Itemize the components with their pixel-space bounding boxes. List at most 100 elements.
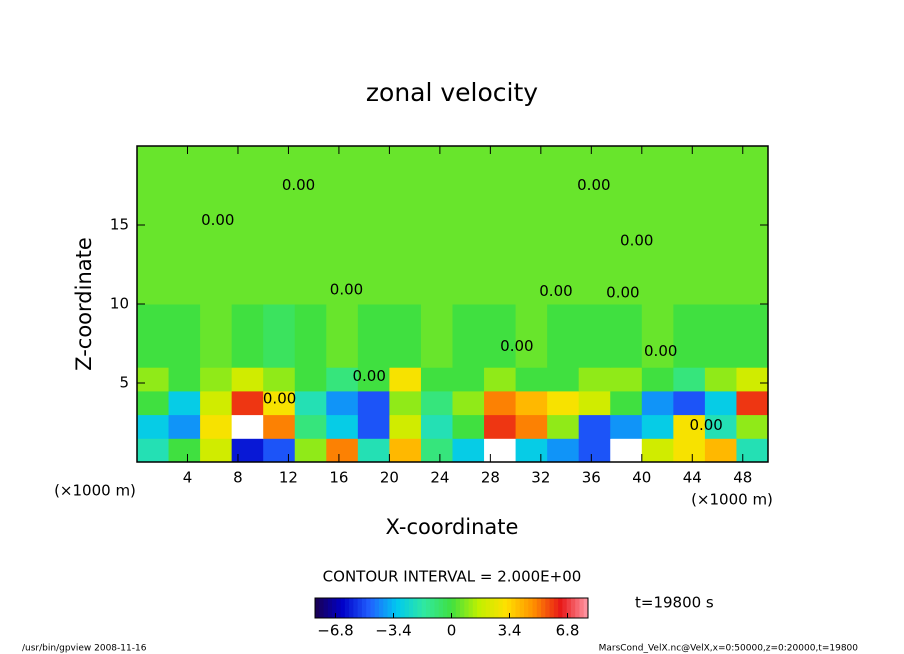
heat-cell <box>547 438 580 463</box>
heat-cell <box>547 414 580 439</box>
colorbar-swatch <box>460 598 465 618</box>
colorbar-swatch <box>387 598 393 618</box>
colorbar-swatch <box>336 598 342 618</box>
heat-cell <box>231 367 264 392</box>
heat-cell <box>420 367 453 392</box>
footer-right: MarsCond_VelX.nc@VelX,x=0:50000,z=0:2000… <box>599 644 859 654</box>
colorbar-swatch <box>524 598 529 618</box>
colorbar-swatch <box>353 598 359 618</box>
heat-cell <box>673 146 706 305</box>
colorbar-swatch <box>515 598 521 618</box>
heat-cell <box>294 438 327 463</box>
colorbar-swatch <box>430 598 435 618</box>
colorbar-swatch <box>558 598 563 618</box>
heat-cell <box>673 414 706 439</box>
heat-cell <box>484 390 517 416</box>
heat-cell <box>515 438 548 463</box>
contour-label: 0.00 <box>539 282 572 300</box>
chart-title: zonal velocity <box>366 78 538 107</box>
colorbar-swatch <box>396 598 401 618</box>
contour-label: 0.00 <box>282 176 315 194</box>
heat-cell <box>263 367 296 392</box>
heat-cell <box>326 390 359 416</box>
heat-cell <box>736 367 769 392</box>
heat-cell <box>168 390 201 416</box>
colorbar-swatch <box>434 598 440 618</box>
heat-cell <box>547 304 580 368</box>
contour-label: 0.00 <box>689 416 722 434</box>
heat-cell <box>610 304 643 368</box>
colorbar-swatch <box>366 598 371 618</box>
colorbar-swatch <box>536 598 542 618</box>
heat-cell <box>578 367 611 392</box>
contour-label: 0.00 <box>353 367 386 385</box>
heat-cell <box>704 438 737 463</box>
colorbar-swatch <box>566 598 572 618</box>
colorbar-swatch <box>575 598 580 618</box>
colorbar-swatch <box>413 598 418 618</box>
y-tick-label: 15 <box>110 216 129 234</box>
colorbar-swatch <box>489 598 495 618</box>
colorbar-swatch <box>408 598 414 618</box>
colorbar-swatch <box>417 598 423 618</box>
colorbar-tick-label: 0 <box>447 622 457 640</box>
heat-cell <box>168 146 201 305</box>
colorbar-swatch <box>425 598 431 618</box>
heat-cell <box>610 367 643 392</box>
heat-cell <box>389 367 422 392</box>
contour-label: 0.00 <box>606 283 639 301</box>
heat-cell <box>641 414 674 439</box>
heat-cell <box>137 438 170 463</box>
colorbar-swatch <box>532 598 538 618</box>
colorbar-swatch <box>485 598 491 618</box>
colorbar-swatch <box>472 598 478 618</box>
heat-cell <box>326 304 359 368</box>
heat-cell <box>484 438 517 463</box>
x-unit-label: (×1000 m) <box>54 482 136 500</box>
heat-cell <box>736 438 769 463</box>
heat-cell <box>326 146 359 305</box>
heat-cell <box>484 146 517 305</box>
heat-cell <box>420 146 453 305</box>
heat-cell <box>515 414 548 439</box>
colorbar-swatch <box>570 598 576 618</box>
x-tick-label: 12 <box>279 469 298 487</box>
heat-cell <box>578 438 611 463</box>
heat-cell <box>420 304 453 368</box>
colorbar-swatch <box>451 598 457 618</box>
heat-cell <box>515 304 548 368</box>
heat-cell <box>168 367 201 392</box>
heat-cell <box>610 390 643 416</box>
heat-cell <box>736 304 769 368</box>
colorbar-swatch <box>319 598 325 618</box>
heat-cell <box>200 304 233 368</box>
heat-cell <box>610 146 643 305</box>
heat-cell <box>294 367 327 392</box>
heat-cell <box>168 304 201 368</box>
contour-interval: CONTOUR INTERVAL = 2.000E+00 <box>323 568 582 586</box>
heat-cell <box>168 414 201 439</box>
heat-cell <box>231 438 264 463</box>
colorbar-swatch <box>579 598 585 618</box>
footer-left: /usr/bin/gpview 2008-11-16 <box>22 644 147 654</box>
colorbar-swatch <box>477 598 482 618</box>
heat-cell <box>200 367 233 392</box>
heat-cell <box>137 414 170 439</box>
colorbar-swatch <box>506 598 512 618</box>
heat-cell <box>547 390 580 416</box>
y-axis-label: Z-coordinate <box>72 237 96 371</box>
heat-cell <box>515 390 548 416</box>
x-tick-label: 32 <box>531 469 550 487</box>
colorbar-swatch <box>583 598 589 618</box>
heat-cell <box>452 146 485 305</box>
x-tick-label: 44 <box>683 469 702 487</box>
x-tick-label: 48 <box>733 469 752 487</box>
colorbar-swatch <box>464 598 470 618</box>
colorbar-swatch <box>349 598 354 618</box>
heat-cell <box>673 367 706 392</box>
heat-cell <box>389 390 422 416</box>
x-tick-label: 40 <box>632 469 651 487</box>
colorbar-swatch <box>323 598 329 618</box>
colorbar-swatch <box>315 598 320 618</box>
heat-cell <box>452 304 485 368</box>
